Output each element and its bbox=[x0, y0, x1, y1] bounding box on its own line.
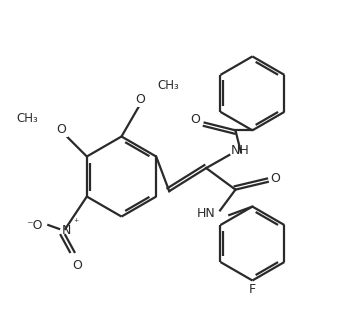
Text: O: O bbox=[57, 123, 66, 136]
Text: N: N bbox=[62, 224, 72, 237]
Text: O: O bbox=[57, 123, 66, 136]
Text: NH: NH bbox=[231, 144, 250, 157]
Text: CH₃: CH₃ bbox=[16, 112, 38, 125]
Text: O: O bbox=[135, 93, 145, 106]
Text: HN: HN bbox=[197, 207, 216, 220]
Text: O: O bbox=[270, 172, 281, 185]
Text: O: O bbox=[135, 93, 145, 106]
Text: CH₃: CH₃ bbox=[16, 112, 38, 125]
Text: O: O bbox=[191, 113, 200, 126]
Text: CH₃: CH₃ bbox=[158, 79, 179, 92]
Text: ⁺: ⁺ bbox=[73, 218, 79, 228]
Text: CH₃: CH₃ bbox=[158, 79, 179, 92]
Text: ⁻O: ⁻O bbox=[26, 218, 43, 232]
Text: F: F bbox=[249, 283, 256, 296]
Text: O: O bbox=[73, 259, 82, 272]
